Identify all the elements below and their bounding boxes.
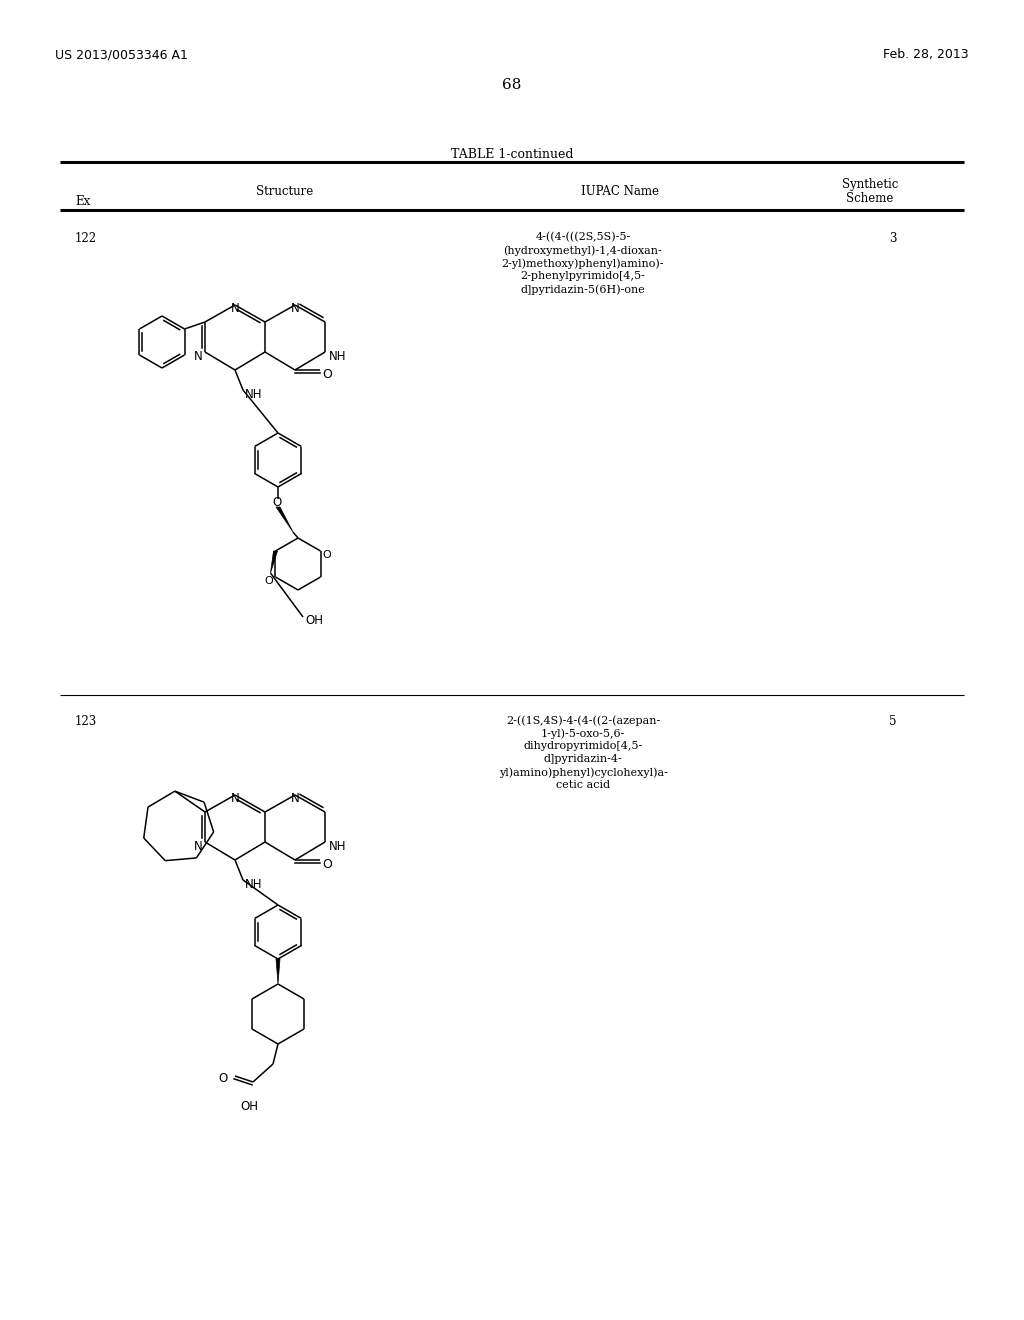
Polygon shape (276, 960, 280, 983)
Text: Structure: Structure (256, 185, 313, 198)
Text: Synthetic: Synthetic (842, 178, 898, 191)
Text: 1-yl)-5-oxo-5,6-: 1-yl)-5-oxo-5,6- (541, 729, 626, 739)
Text: N: N (291, 792, 299, 805)
Text: US 2013/0053346 A1: US 2013/0053346 A1 (55, 48, 187, 61)
Text: N: N (291, 302, 299, 315)
Text: O: O (323, 550, 332, 560)
Text: N: N (195, 840, 203, 853)
Text: 2-((1S,4S)-4-(4-((2-(azepan-: 2-((1S,4S)-4-(4-((2-(azepan- (506, 715, 660, 726)
Text: TABLE 1-continued: TABLE 1-continued (451, 148, 573, 161)
Text: 123: 123 (75, 715, 97, 729)
Text: N: N (195, 350, 203, 363)
Text: NH: NH (245, 878, 262, 891)
Text: O: O (218, 1072, 227, 1085)
Text: OH: OH (240, 1100, 258, 1113)
Text: 4-((4-(((2S,5S)-5-: 4-((4-(((2S,5S)-5- (536, 232, 631, 243)
Text: 5: 5 (889, 715, 897, 729)
Text: Scheme: Scheme (846, 191, 894, 205)
Text: cetic acid: cetic acid (556, 780, 610, 789)
Text: O: O (322, 367, 332, 380)
Text: N: N (230, 792, 240, 805)
Text: 68: 68 (503, 78, 521, 92)
Text: O: O (322, 858, 332, 870)
Text: yl)amino)phenyl)cyclohexyl)a-: yl)amino)phenyl)cyclohexyl)a- (499, 767, 668, 777)
Text: Feb. 28, 2013: Feb. 28, 2013 (884, 48, 969, 61)
Text: Ex: Ex (75, 195, 90, 209)
Text: OH: OH (305, 614, 323, 627)
Text: dihydropyrimido[4,5-: dihydropyrimido[4,5- (523, 741, 643, 751)
Text: NH: NH (329, 350, 346, 363)
Polygon shape (276, 507, 293, 532)
Polygon shape (270, 550, 278, 573)
Text: N: N (230, 302, 240, 315)
Text: O: O (265, 576, 273, 586)
Text: (hydroxymethyl)-1,4-dioxan-: (hydroxymethyl)-1,4-dioxan- (504, 246, 663, 256)
Text: IUPAC Name: IUPAC Name (581, 185, 659, 198)
Text: 2-phenylpyrimido[4,5-: 2-phenylpyrimido[4,5- (520, 271, 645, 281)
Text: NH: NH (245, 388, 262, 400)
Text: d]pyridazin-5(6H)-one: d]pyridazin-5(6H)-one (520, 284, 645, 294)
Text: 3: 3 (889, 232, 897, 246)
Text: 2-yl)methoxy)phenyl)amino)-: 2-yl)methoxy)phenyl)amino)- (502, 257, 665, 268)
Text: 122: 122 (75, 232, 97, 246)
Text: O: O (272, 496, 282, 510)
Text: d]pyridazin-4-: d]pyridazin-4- (544, 754, 623, 764)
Text: NH: NH (329, 840, 346, 853)
